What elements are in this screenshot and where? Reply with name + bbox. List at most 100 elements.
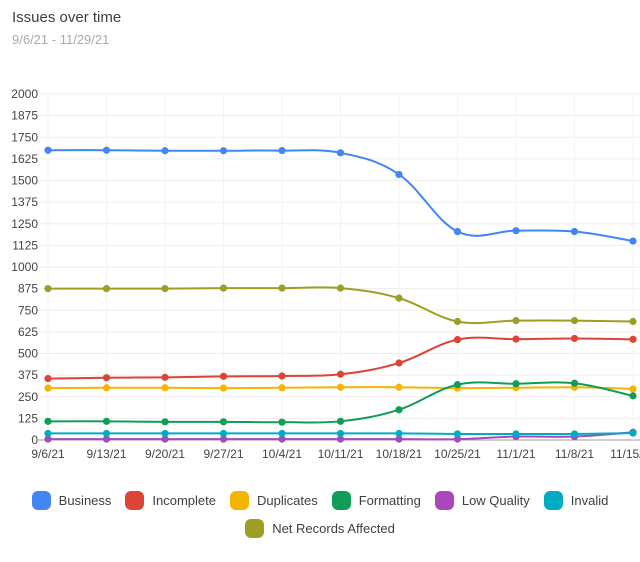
business-data-point — [102, 146, 111, 154]
legend-item-formatting[interactable]: Formatting — [331, 490, 421, 510]
formatting-data-point — [44, 417, 52, 425]
y-tick-label: 125 — [18, 411, 38, 425]
x-tick-label: 11/15/21 — [610, 447, 640, 461]
y-tick-label: 1250 — [11, 217, 38, 231]
net-records-affected-data-point — [161, 285, 169, 293]
business-series-line — [47, 149, 634, 243]
business-data-point — [395, 170, 403, 179]
net-records-affected-data-point — [570, 317, 579, 325]
formatting-data-point — [161, 418, 169, 426]
invalid-data-point — [44, 429, 52, 438]
formatting-data-point — [336, 417, 345, 425]
chart-legend: Business Incomplete Duplicates Formatting Lo… — [0, 486, 640, 542]
business-data-point — [278, 146, 286, 155]
duplicates-data-point — [219, 384, 228, 392]
x-tick-label: 11/1/21 — [496, 447, 535, 461]
formatting-data-point — [453, 381, 462, 389]
incomplete-data-point — [512, 335, 520, 343]
x-tick-label: 9/20/21 — [145, 447, 185, 461]
legend-item-duplicates[interactable]: Duplicates — [230, 490, 318, 510]
duplicates-data-point — [629, 385, 637, 393]
legend-label: Business — [58, 492, 112, 508]
low-quality-data-point — [336, 435, 345, 443]
x-tick-label: 9/27/21 — [203, 447, 243, 461]
y-tick-label: 0 — [31, 433, 38, 447]
legend-swatch — [230, 490, 249, 510]
duplicates-data-point — [102, 384, 111, 392]
invalid-data-point — [512, 430, 520, 438]
business-data-point — [570, 227, 579, 236]
legend-label: Low Quality — [461, 492, 530, 508]
incomplete-data-point — [161, 373, 169, 381]
legend-item-invalid[interactable]: Invalid — [543, 490, 609, 510]
business-data-point — [161, 147, 169, 155]
low-quality-data-point — [102, 435, 111, 443]
legend-swatch — [245, 518, 265, 538]
incomplete-data-point — [629, 335, 637, 343]
y-tick-label: 500 — [18, 347, 38, 361]
legend-item-business[interactable]: Business — [31, 490, 112, 510]
net-records-affected-data-point — [102, 285, 111, 293]
legend-swatch — [331, 490, 351, 510]
incomplete-data-point — [395, 359, 403, 367]
business-data-point — [44, 146, 52, 154]
net-records-affected-data-point — [629, 317, 637, 326]
net-records-affected-data-point — [219, 284, 228, 292]
duplicates-data-point — [44, 384, 52, 392]
incomplete-data-point — [336, 370, 345, 378]
y-tick-label: 250 — [18, 390, 38, 404]
y-tick-label: 1375 — [11, 195, 38, 209]
low-quality-data-point — [278, 435, 286, 443]
business-data-point — [336, 149, 345, 157]
y-tick-label: 750 — [18, 303, 38, 317]
x-tick-label: 11/8/21 — [555, 447, 594, 461]
legend-label: Invalid — [570, 492, 609, 508]
incomplete-data-point — [453, 336, 462, 344]
y-tick-label: 625 — [18, 325, 38, 339]
legend-swatch — [434, 490, 454, 510]
legend-swatch — [125, 490, 145, 510]
formatting-data-point — [629, 392, 637, 400]
x-tick-label: 10/25/21 — [434, 447, 481, 461]
net-records-affected-data-point — [336, 284, 345, 292]
incomplete-data-point — [570, 334, 579, 343]
y-tick-label: 1000 — [11, 260, 38, 274]
legend-item-incomplete[interactable]: Incomplete — [125, 490, 216, 510]
x-tick-label: 9/13/21 — [86, 447, 126, 461]
incomplete-data-point — [278, 372, 286, 380]
formatting-data-point — [102, 417, 111, 425]
y-tick-label: 1750 — [11, 130, 38, 144]
business-data-point — [453, 227, 462, 236]
low-quality-data-point — [453, 435, 462, 443]
invalid-data-point — [336, 429, 345, 438]
net-records-affected-data-point — [278, 284, 286, 292]
net-records-affected-data-point — [453, 317, 462, 326]
net-records-affected-data-point — [44, 285, 52, 293]
legend-row: Business Incomplete Duplicates Formatting Lo… — [0, 486, 640, 514]
legend-swatch — [31, 490, 51, 510]
y-tick-label: 375 — [18, 368, 38, 382]
low-quality-data-point — [161, 435, 169, 443]
formatting-data-point — [278, 418, 286, 426]
legend-item-net-records-affected[interactable]: Net Records Affected — [245, 518, 395, 538]
business-data-point — [219, 147, 228, 155]
legend-item-low-quality[interactable]: Low Quality — [434, 490, 530, 510]
net-records-affected-data-point — [395, 294, 403, 302]
duplicates-data-point — [278, 384, 286, 392]
incomplete-data-point — [219, 372, 228, 380]
invalid-data-point — [161, 429, 169, 438]
formatting-data-point — [395, 406, 403, 414]
incomplete-data-point — [102, 374, 111, 382]
legend-swatch — [543, 490, 563, 510]
invalid-data-point — [453, 430, 462, 438]
y-tick-label: 2000 — [11, 87, 38, 101]
low-quality-data-point — [44, 435, 52, 443]
formatting-data-point — [219, 418, 228, 426]
invalid-data-point — [278, 429, 286, 438]
x-tick-label: 10/18/21 — [376, 447, 423, 461]
legend-row: Net Records Affected — [0, 514, 640, 542]
y-tick-label: 1125 — [12, 238, 38, 252]
y-tick-label: 1625 — [11, 152, 38, 166]
invalid-data-point — [629, 429, 637, 437]
legend-label: Formatting — [358, 492, 421, 508]
